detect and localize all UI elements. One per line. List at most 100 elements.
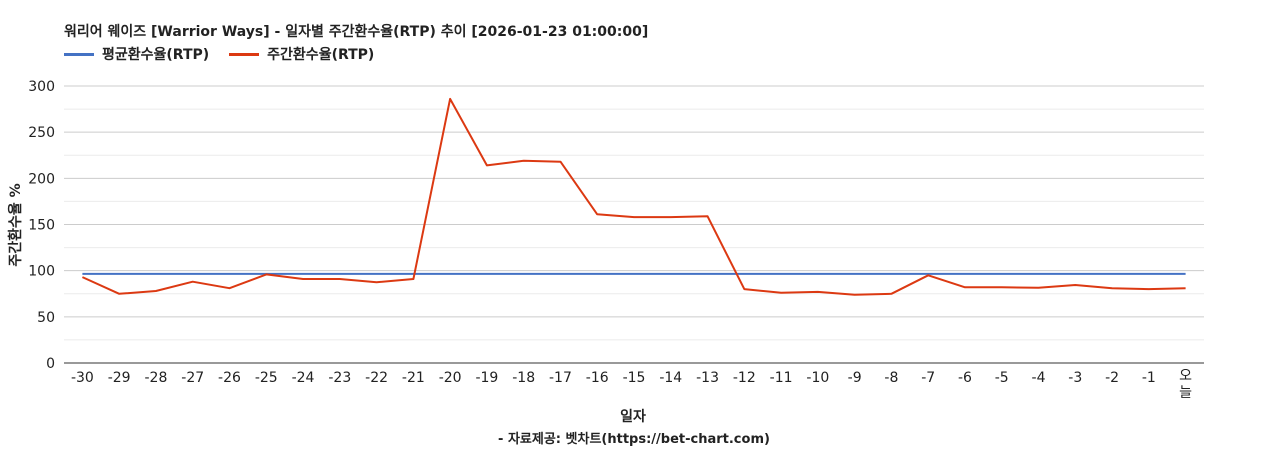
data-point-average[interactable] <box>888 270 895 277</box>
legend-swatch-average <box>64 52 94 56</box>
data-point-weekly[interactable] <box>1109 285 1116 292</box>
data-point-average[interactable] <box>667 270 674 277</box>
data-point-weekly[interactable] <box>667 214 674 221</box>
data-point-weekly[interactable] <box>116 290 123 297</box>
data-point-average[interactable] <box>520 270 527 277</box>
chart-legend: 평균환수율(RTP) 주간환수율(RTP) <box>64 44 374 64</box>
x-axis-ticks: -30 -29 -28 -27 -26 -25 -24 -23 -22 -21 -20 -19 -18-… <box>71 368 1192 401</box>
x-tick-label: -22 <box>365 370 388 386</box>
data-point-weekly[interactable] <box>226 285 233 292</box>
legend-item-weekly[interactable]: 주간환수율(RTP) <box>229 44 374 64</box>
data-point-weekly[interactable] <box>1035 284 1042 291</box>
x-tick-label: -18 <box>512 370 535 386</box>
data-point-weekly[interactable] <box>1182 285 1189 292</box>
x-tick-label: -14 <box>659 370 682 386</box>
data-point-weekly[interactable] <box>300 275 307 282</box>
data-point-weekly[interactable] <box>631 214 638 221</box>
data-point-average[interactable] <box>778 270 785 277</box>
data-point-average[interactable] <box>998 270 1005 277</box>
data-point-average[interactable] <box>189 270 196 277</box>
legend-label-weekly: 주간환수율(RTP) <box>267 47 375 63</box>
data-point-average[interactable] <box>1072 270 1079 277</box>
x-tick-label: -9 <box>848 370 862 386</box>
data-point-average[interactable] <box>483 270 490 277</box>
x-axis-label: 일자 <box>620 409 646 425</box>
data-point-weekly[interactable] <box>594 211 601 218</box>
y-tick-label: 250 <box>28 125 55 141</box>
data-point-weekly[interactable] <box>814 288 821 295</box>
data-point-weekly[interactable] <box>483 162 490 169</box>
x-tick-label: -30 <box>71 370 94 386</box>
data-point-average[interactable] <box>447 270 454 277</box>
data-point-weekly[interactable] <box>704 213 711 220</box>
data-point-average[interactable] <box>373 270 380 277</box>
data-point-weekly[interactable] <box>1072 281 1079 288</box>
data-point-weekly[interactable] <box>741 286 748 293</box>
data-point-weekly[interactable] <box>79 274 86 281</box>
series-line-weekly <box>81 97 1186 296</box>
data-point-average[interactable] <box>961 270 968 277</box>
grid-lines <box>64 85 1204 364</box>
data-point-weekly[interactable] <box>961 284 968 291</box>
x-tick-label: -10 <box>806 370 829 386</box>
data-point-weekly[interactable] <box>410 275 417 282</box>
series-lines <box>79 95 1189 298</box>
data-point-average[interactable] <box>116 270 123 277</box>
x-tick-label: -1 <box>1142 370 1156 386</box>
data-point-average[interactable] <box>1035 270 1042 277</box>
data-point-average[interactable] <box>1182 270 1189 277</box>
x-tick-label: -4 <box>1032 370 1046 386</box>
data-point-average[interactable] <box>152 270 159 277</box>
y-axis-ticks: 0 50 100 150 200 250 300 <box>28 79 55 372</box>
data-point-weekly[interactable] <box>1145 286 1152 293</box>
data-point-average[interactable] <box>557 270 564 277</box>
data-point-average[interactable] <box>741 270 748 277</box>
data-point-average[interactable] <box>814 270 821 277</box>
data-point-average[interactable] <box>1145 270 1152 277</box>
x-tick-label: -11 <box>770 370 793 386</box>
y-tick-label: 300 <box>28 79 55 95</box>
data-point-weekly[interactable] <box>152 287 159 294</box>
x-tick-label: -5 <box>995 370 1009 386</box>
x-tick-label: -8 <box>884 370 898 386</box>
data-point-weekly[interactable] <box>520 157 527 164</box>
data-point-weekly[interactable] <box>998 284 1005 291</box>
data-point-average[interactable] <box>851 270 858 277</box>
legend-swatch-weekly <box>229 52 260 56</box>
data-point-weekly[interactable] <box>557 158 564 165</box>
data-point-weekly[interactable] <box>778 289 785 296</box>
y-axis-label: 주간환수율 % <box>7 183 24 266</box>
data-point-weekly[interactable] <box>925 272 932 279</box>
x-tick-label: -7 <box>921 370 935 386</box>
data-point-average[interactable] <box>1109 270 1116 277</box>
chart-title: 워리어 웨이즈 [Warrior Ways] - 일자별 주간환수율(RTP) … <box>64 24 649 40</box>
data-point-weekly[interactable] <box>373 279 380 286</box>
data-point-weekly[interactable] <box>263 271 270 278</box>
y-tick-label: 50 <box>37 310 55 326</box>
x-tick-label: -19 <box>475 370 498 386</box>
x-tick-label: -21 <box>402 370 425 386</box>
x-tick-label: -25 <box>255 370 278 386</box>
data-point-weekly[interactable] <box>447 95 454 102</box>
x-tick-label: -6 <box>958 370 972 386</box>
data-point-average[interactable] <box>226 270 233 277</box>
data-point-average[interactable] <box>594 270 601 277</box>
y-tick-label: 200 <box>28 171 55 187</box>
x-tick-label: -23 <box>328 370 351 386</box>
x-tick-label: -3 <box>1068 370 1082 386</box>
data-point-average[interactable] <box>704 270 711 277</box>
legend-label-average: 평균환수율(RTP) <box>102 47 210 63</box>
y-tick-label: 150 <box>28 218 55 234</box>
data-point-weekly[interactable] <box>851 291 858 298</box>
x-tick-label: -26 <box>218 370 241 386</box>
x-tick-label: -27 <box>181 370 204 386</box>
x-tick-label: -16 <box>586 370 609 386</box>
y-tick-label: 100 <box>28 264 55 280</box>
data-point-weekly[interactable] <box>189 278 196 285</box>
data-point-weekly[interactable] <box>888 290 895 297</box>
legend-item-average[interactable]: 평균환수율(RTP) <box>64 44 209 64</box>
data-point-average[interactable] <box>631 270 638 277</box>
data-point-weekly[interactable] <box>336 275 343 282</box>
